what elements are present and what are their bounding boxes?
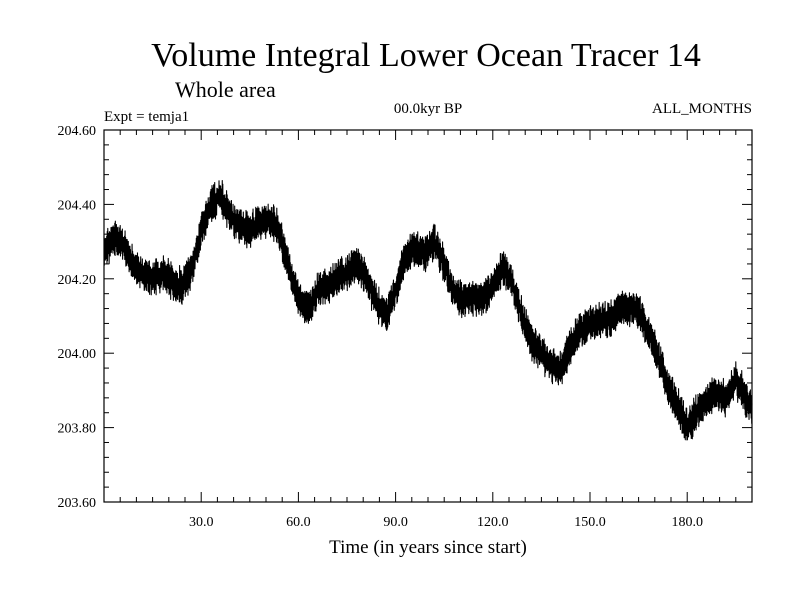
y-tick-label: 204.20: [58, 273, 97, 288]
y-tick-label: 203.60: [58, 496, 97, 511]
chart-title: Volume Integral Lower Ocean Tracer 14: [151, 37, 701, 74]
y-tick-label: 204.60: [58, 124, 97, 139]
x-tick-label: 90.0: [383, 515, 408, 530]
y-tick-label: 204.00: [58, 347, 97, 362]
x-tick-label: 120.0: [477, 515, 509, 530]
chart-subtitle: Whole area: [175, 77, 276, 102]
period-label: 00.0kyr BP: [394, 101, 462, 117]
series-line: [103, 180, 753, 441]
experiment-label: Expt = temja1: [104, 109, 189, 125]
x-tick-label: 150.0: [574, 515, 606, 530]
x-tick-label: 180.0: [671, 515, 703, 530]
y-tick-label: 204.40: [58, 198, 97, 213]
y-tick-label: 203.80: [58, 422, 97, 437]
x-axis-label: Time (in years since start): [329, 537, 527, 558]
x-tick-label: 60.0: [286, 515, 311, 530]
axis-tick-labels: 30.0 60.0 90.0 120.0 150.0 180.0 203.60 203.80 2…: [58, 124, 703, 530]
months-label: ALL_MONTHS: [652, 101, 752, 117]
x-tick-label: 30.0: [189, 515, 214, 530]
axis-ticks: [104, 129, 752, 503]
plot-frame: [103, 129, 753, 503]
